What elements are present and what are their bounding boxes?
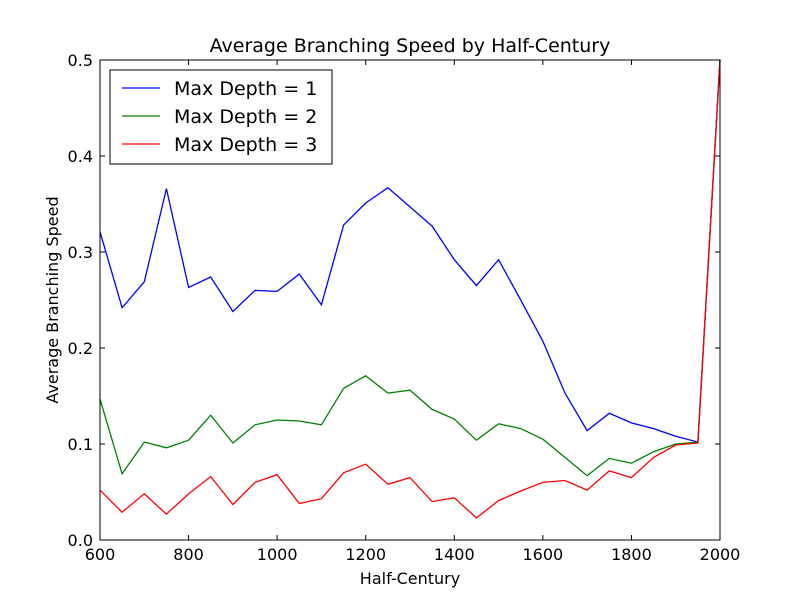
plot-frame [99, 59, 721, 541]
legend: Max Depth = 1 Max Depth = 2 Max Depth = 3 [109, 69, 333, 165]
x-tick-label: 1800 [611, 545, 652, 564]
legend-frame [109, 69, 333, 165]
x-axis: 600 800 1000 1200 1400 1600 1800 2000 [85, 60, 741, 564]
legend-label-3: Max Depth = 3 [174, 134, 317, 156]
series-line-2 [99, 59, 721, 477]
y-tick-label: 0.5 [68, 51, 93, 70]
y-axis: 0.0 0.1 0.2 0.3 0.4 0.5 [68, 51, 720, 550]
x-tick-label: 1600 [522, 545, 563, 564]
x-tick-label: 2000 [700, 545, 741, 564]
x-tick-label: 1200 [345, 545, 386, 564]
y-tick-label: 0.3 [68, 243, 93, 262]
plot-area [99, 59, 721, 541]
legend-label-1: Max Depth = 1 [174, 78, 317, 100]
series-line-3 [99, 59, 721, 519]
x-tick-label: 800 [173, 545, 204, 564]
series-layer [99, 59, 721, 519]
x-axis-title: Half-Century [360, 569, 460, 588]
x-tick-label: 600 [85, 545, 116, 564]
x-tick-label: 1400 [434, 545, 475, 564]
y-tick-label: 0.2 [68, 339, 93, 358]
y-tick-label: 0.1 [68, 435, 93, 454]
series-line-1 [99, 59, 721, 443]
y-tick-label: 0.0 [68, 531, 93, 550]
legend-label-2: Max Depth = 2 [174, 106, 317, 128]
y-tick-label: 0.4 [68, 147, 93, 166]
y-axis-title: Average Branching Speed [43, 196, 62, 403]
chart-title: Average Branching Speed by Half-Century [210, 35, 611, 57]
x-tick-label: 1000 [257, 545, 298, 564]
